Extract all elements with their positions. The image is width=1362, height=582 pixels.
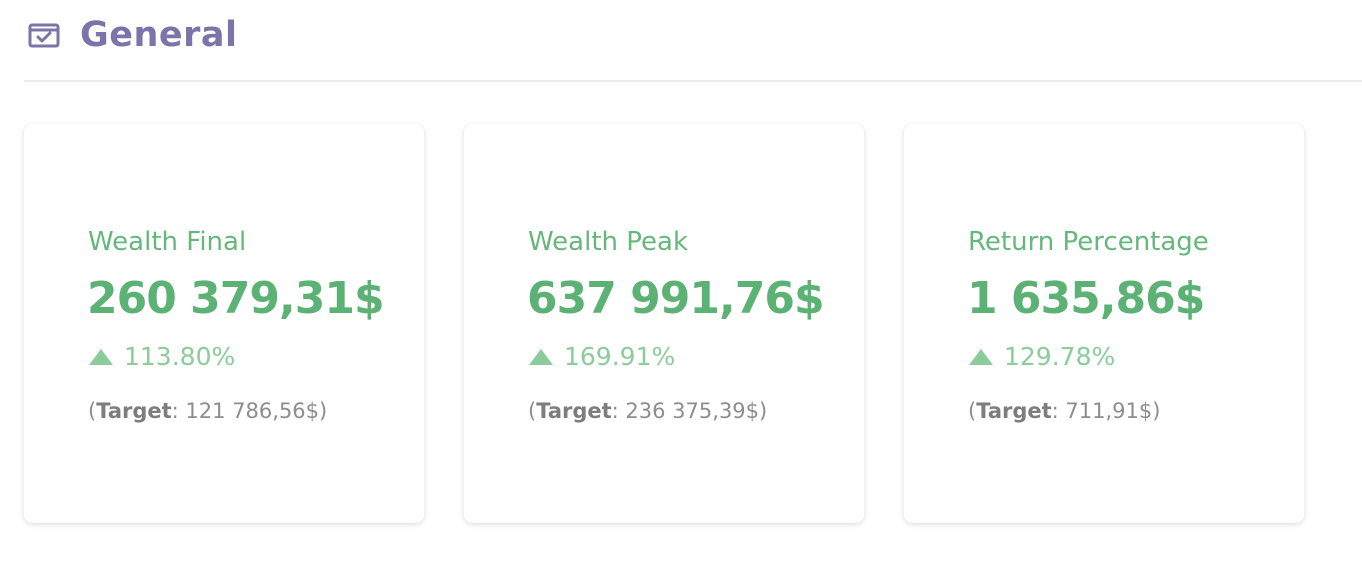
arrow-up-icon: [969, 349, 993, 365]
stat-value: 637 991,76$: [527, 273, 825, 324]
target-value: : 711,91$): [1051, 399, 1161, 423]
stat-label: Return Percentage: [968, 227, 1209, 257]
stat-value: 1 635,86$: [967, 273, 1205, 324]
arrow-up-icon: [89, 349, 113, 365]
stat-target: (Target: 121 786,56$): [88, 396, 327, 426]
target-label: Target: [536, 399, 612, 423]
section-header: General: [24, 0, 1362, 82]
stat-change-value: 129.78%: [1004, 342, 1116, 371]
arrow-up-icon: [529, 349, 553, 365]
stat-card-return-percentage: Return Percentage 1 635,86$ 129.78% (Tar…: [904, 124, 1304, 523]
target-open-paren: (: [528, 399, 537, 423]
stat-label: Wealth Final: [88, 227, 247, 257]
stat-change: 169.91%: [528, 339, 675, 375]
stat-card-wealth-final: Wealth Final 260 379,31$ 113.80% (Target…: [24, 124, 424, 523]
target-value: : 121 786,56$): [171, 399, 328, 423]
stat-value: 260 379,31$: [87, 273, 385, 324]
calendar-check-icon: [28, 23, 60, 48]
section-title: General: [80, 15, 238, 55]
target-open-paren: (: [968, 399, 977, 423]
stat-change: 129.78%: [968, 339, 1115, 375]
stat-target: (Target: 236 375,39$): [528, 396, 767, 426]
target-value: : 236 375,39$): [611, 399, 768, 423]
stat-change-value: 169.91%: [564, 342, 676, 371]
target-open-paren: (: [88, 399, 97, 423]
stat-change: 113.80%: [88, 339, 235, 375]
stat-change-value: 113.80%: [124, 342, 236, 371]
stat-card-wealth-peak: Wealth Peak 637 991,76$ 169.91% (Target:…: [464, 124, 864, 523]
stat-target: (Target: 711,91$): [968, 396, 1160, 426]
target-label: Target: [976, 399, 1052, 423]
target-label: Target: [96, 399, 172, 423]
stat-label: Wealth Peak: [528, 227, 689, 257]
